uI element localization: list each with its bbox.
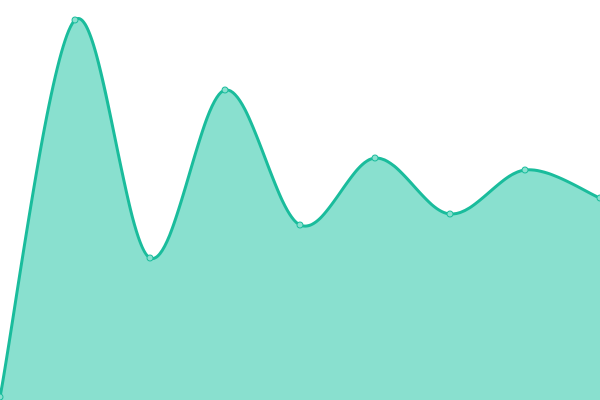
- data-point-4: [296, 221, 304, 229]
- area-fill: [0, 18, 600, 400]
- data-point-0: [0, 393, 4, 400]
- data-point-6: [446, 210, 454, 218]
- data-point-5: [371, 154, 379, 162]
- data-point-2: [146, 254, 154, 262]
- data-point-1: [71, 16, 79, 24]
- data-markers: [0, 16, 600, 400]
- data-point-3: [221, 86, 229, 94]
- data-point-8: [596, 194, 600, 202]
- data-point-7: [521, 166, 529, 174]
